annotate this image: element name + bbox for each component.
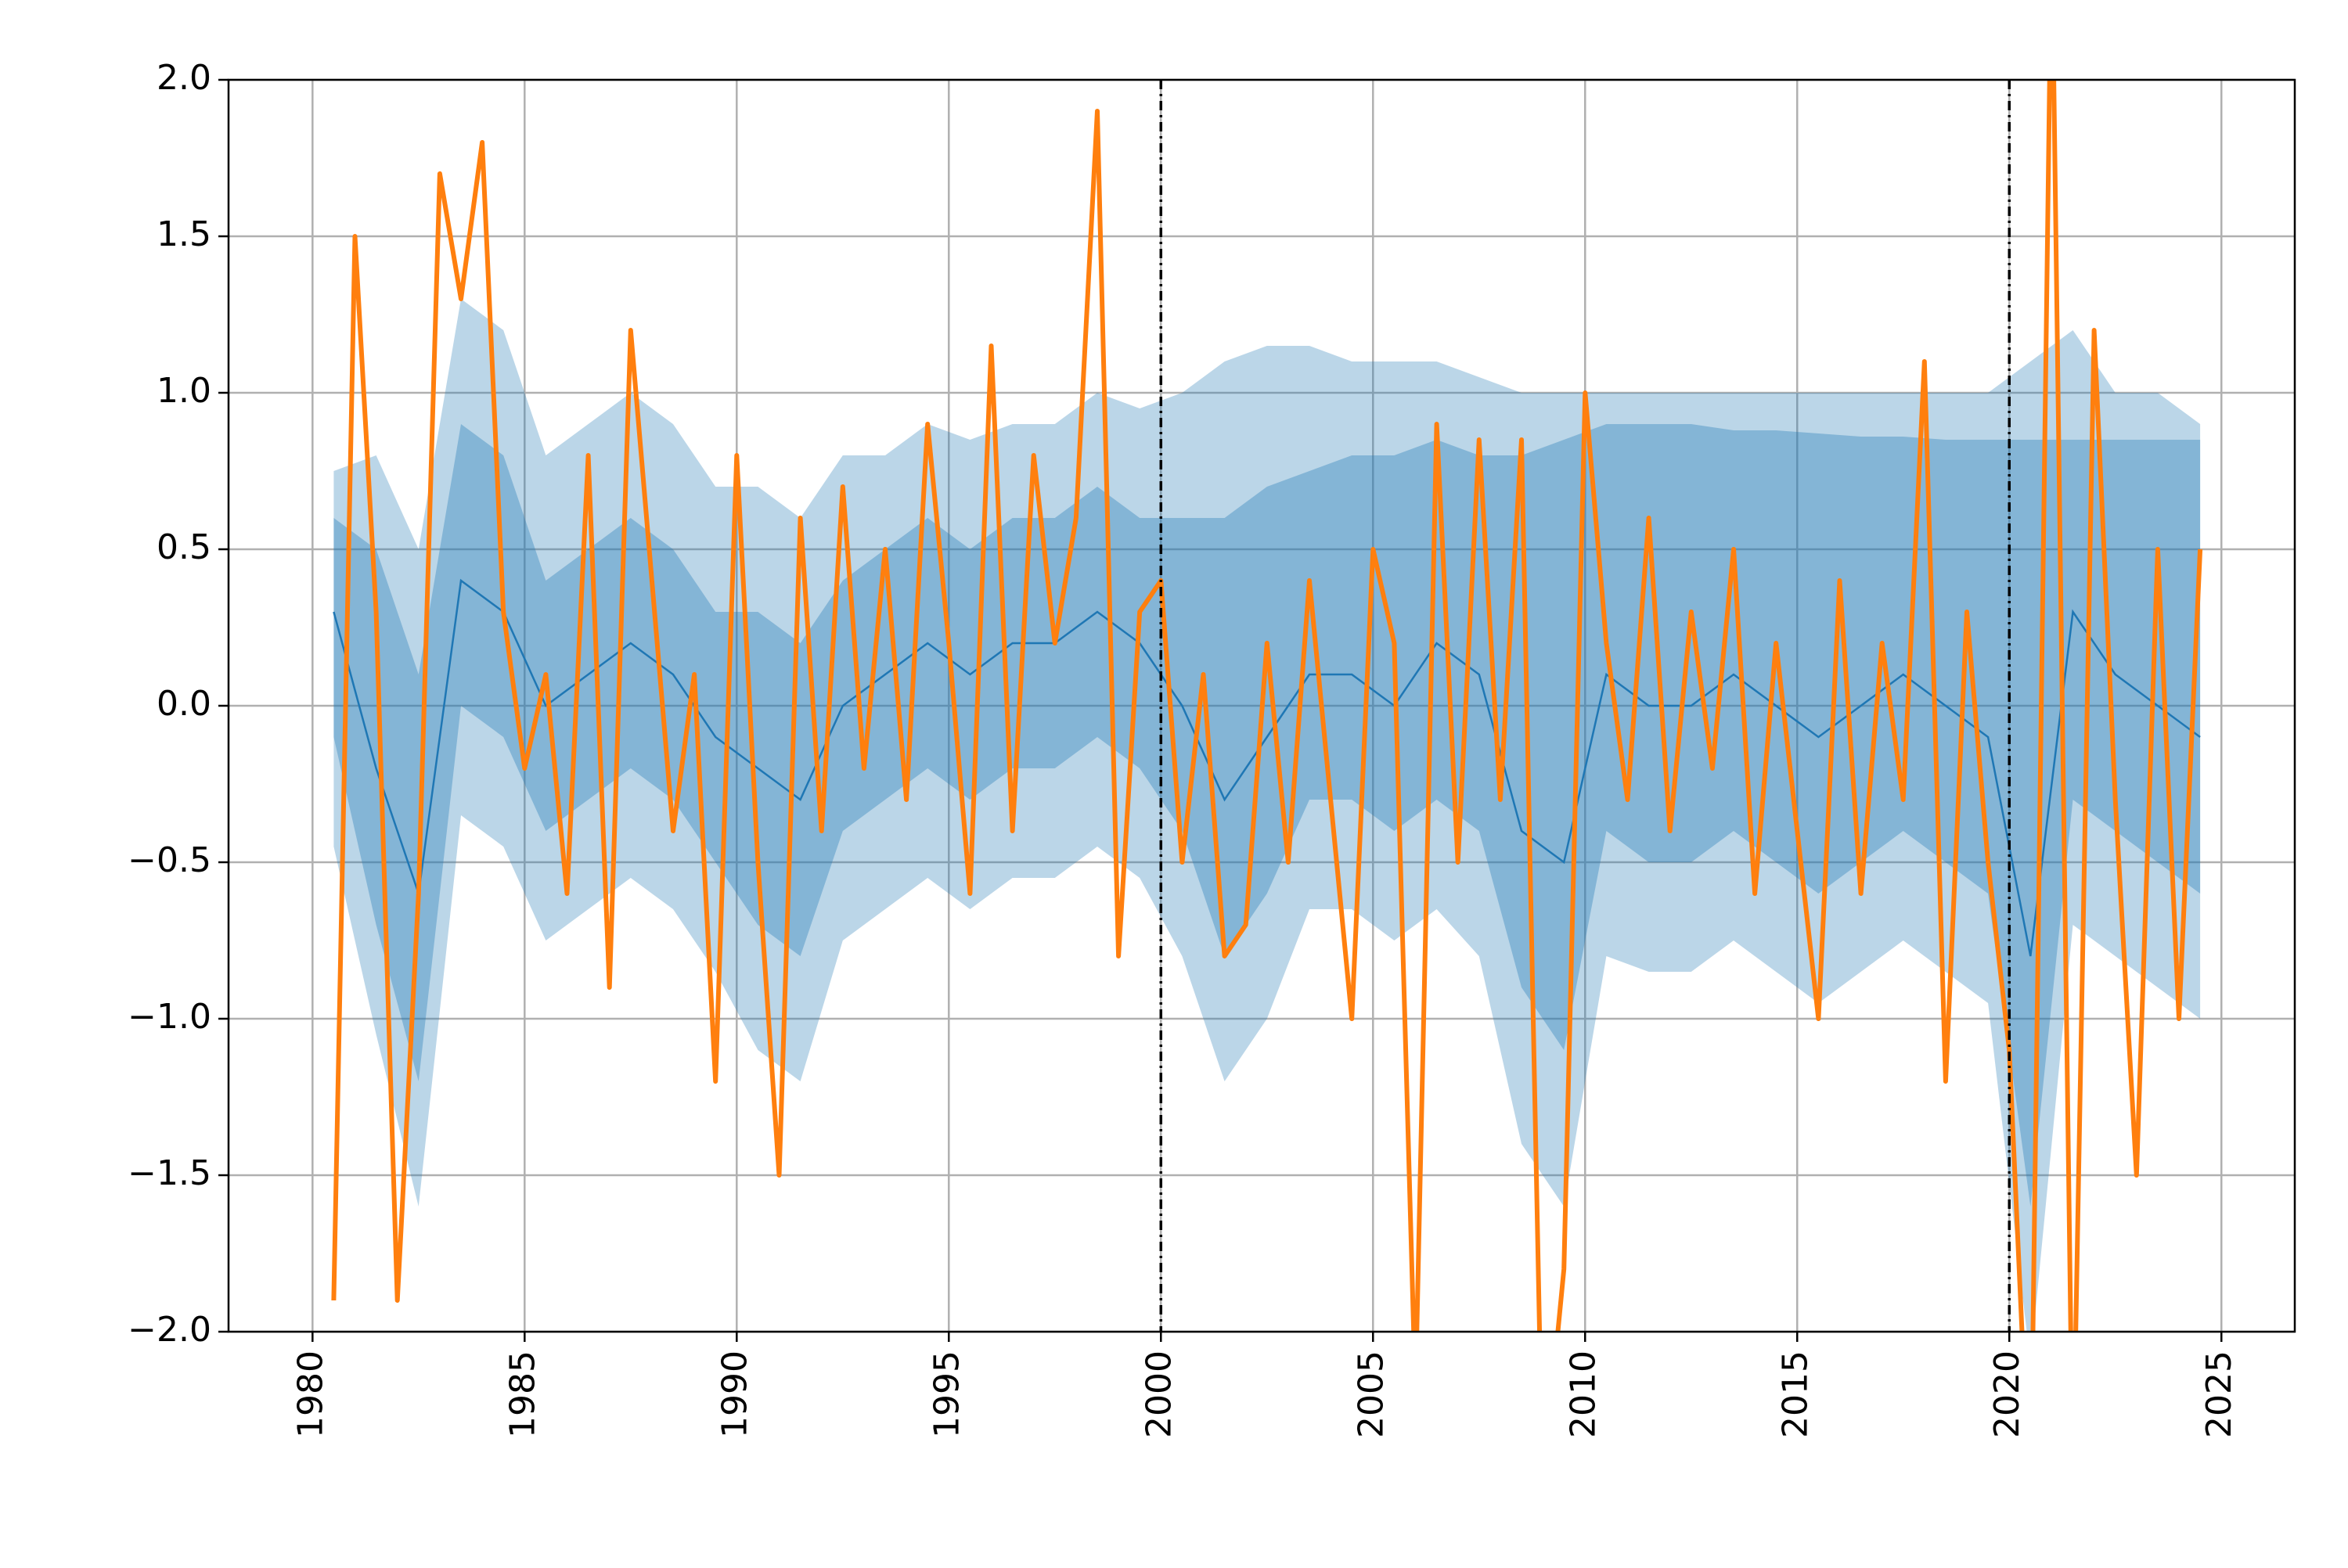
x-tick-label: 2005 xyxy=(1351,1350,1391,1438)
x-tick-label: 1990 xyxy=(715,1350,754,1438)
y-tick-label: 1.5 xyxy=(157,214,211,254)
y-tick-label: 1.0 xyxy=(157,371,211,411)
series-line xyxy=(331,80,2203,1332)
y-tick-label: −0.5 xyxy=(128,840,211,880)
x-tick-label: 2015 xyxy=(1775,1350,1815,1438)
y-tick-label: 2.0 xyxy=(157,58,211,98)
ticks: −2.0 −1.5 −1.0 −0.5 0.0 0.5 1.0 1.5 2.0 1980 1985 1… xyxy=(128,58,2239,1438)
x-tick-label: 2025 xyxy=(2199,1350,2239,1438)
x-tick-label: 2020 xyxy=(1987,1350,2027,1438)
x-tick-label: 1985 xyxy=(502,1350,542,1438)
confidence-band xyxy=(333,424,2201,1207)
y-tick-label: −1.0 xyxy=(128,997,211,1037)
plot-area xyxy=(331,80,2203,1332)
y-tick-label: 0.5 xyxy=(157,527,211,567)
y-tick-label: −2.0 xyxy=(128,1310,211,1350)
y-tick-label: −1.5 xyxy=(128,1153,211,1193)
x-tick-label: 1980 xyxy=(290,1350,330,1438)
x-tick-label: 2010 xyxy=(1563,1350,1603,1438)
x-tick-label: 1995 xyxy=(927,1350,967,1438)
y-tick-label: 0.0 xyxy=(157,684,211,724)
x-tick-label: 2000 xyxy=(1139,1350,1179,1438)
